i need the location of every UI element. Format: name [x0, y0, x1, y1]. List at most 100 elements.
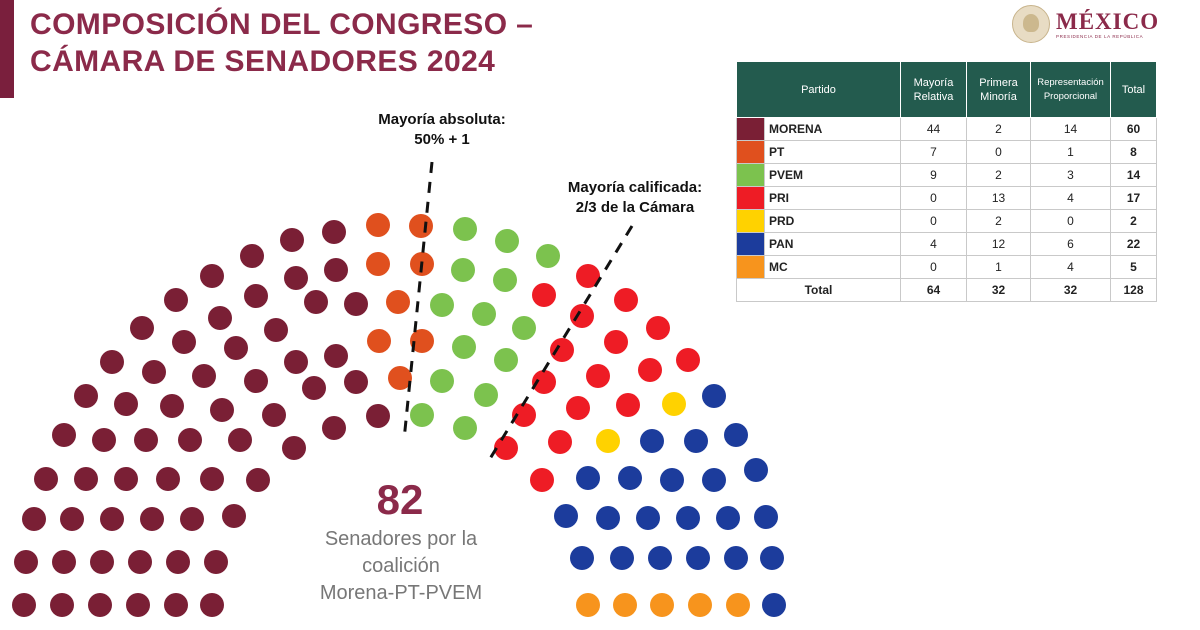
seat-morena: [322, 220, 346, 244]
header-relative-majority: Mayoría Relativa: [900, 61, 967, 118]
seat-morena: [12, 593, 36, 617]
seat-morena: [178, 428, 202, 452]
total-value: 22: [1110, 232, 1157, 256]
party-name: PRD: [764, 209, 901, 233]
header-total: Total: [1110, 61, 1157, 118]
seat-pan: [702, 468, 726, 492]
seat-pri: [550, 338, 574, 362]
seat-pan: [576, 466, 600, 490]
seat-morena: [100, 350, 124, 374]
seat-pan: [570, 546, 594, 570]
title-line-1: COMPOSICIÓN DEL CONGRESO –: [30, 8, 534, 41]
first-minority-value: 2: [966, 209, 1031, 233]
proportional-value: 6: [1030, 232, 1111, 256]
table-row: PAN 4 12 6 22: [736, 232, 1157, 256]
logo-subtext: Presidencia de la República: [1056, 33, 1144, 39]
total-value: 14: [1110, 163, 1157, 187]
seat-morena: [282, 436, 306, 460]
relative-majority-value: 0: [900, 209, 967, 233]
seat-morena: [14, 550, 38, 574]
seat-morena: [166, 550, 190, 574]
seat-morena: [92, 428, 116, 452]
relative-majority-value: 7: [900, 140, 967, 164]
seat-morena: [52, 550, 76, 574]
seat-morena: [160, 394, 184, 418]
seat-pvem: [495, 229, 519, 253]
seat-morena: [140, 507, 164, 531]
seat-pri: [586, 364, 610, 388]
seat-morena: [344, 370, 368, 394]
seat-mc: [726, 593, 750, 617]
party-color-swatch: [736, 163, 765, 187]
seat-morena: [344, 292, 368, 316]
seat-pan: [610, 546, 634, 570]
seat-morena: [130, 316, 154, 340]
seat-pan: [648, 546, 672, 570]
seat-morena: [324, 344, 348, 368]
total-value: 60: [1110, 117, 1157, 141]
seat-morena: [366, 404, 390, 428]
seat-pan: [684, 429, 708, 453]
seat-morena: [74, 467, 98, 491]
seat-morena: [172, 330, 196, 354]
first-minority-value: 2: [966, 163, 1031, 187]
coalition-label: Senadores por la coalición Morena-PT-PVE…: [319, 528, 483, 604]
table-row: PRD 0 2 0 2: [736, 209, 1157, 233]
coat-of-arms-icon: [1012, 5, 1050, 43]
seat-mc: [613, 593, 637, 617]
seat-morena: [210, 398, 234, 422]
proportional-value: 4: [1030, 186, 1111, 210]
seat-pvem: [451, 258, 475, 282]
first-minority-value: 12: [966, 232, 1031, 256]
hemicycle-chart: [12, 161, 786, 617]
table-row: PT 7 0 1 8: [736, 140, 1157, 164]
total-value: 8: [1110, 140, 1157, 164]
seat-morena: [228, 428, 252, 452]
seat-pvem: [453, 217, 477, 241]
proportional-value: 0: [1030, 209, 1111, 233]
seat-mc: [576, 593, 600, 617]
relative-majority-value: 9: [900, 163, 967, 187]
seat-pan: [636, 506, 660, 530]
header-first-minority: Primera Minoría: [966, 61, 1031, 118]
seat-pri: [576, 264, 600, 288]
first-minority-value: 0: [966, 140, 1031, 164]
seat-pri: [614, 288, 638, 312]
seat-morena: [244, 284, 268, 308]
seat-morena: [142, 360, 166, 384]
relative-majority-value: 0: [900, 255, 967, 279]
seat-morena: [156, 467, 180, 491]
seat-morena: [90, 550, 114, 574]
seat-morena: [200, 264, 224, 288]
seat-pt: [386, 290, 410, 314]
seats-group: [12, 213, 786, 617]
seat-pri: [616, 393, 640, 417]
seat-pt: [410, 329, 434, 353]
party-color-swatch: [736, 255, 765, 279]
seat-morena: [284, 350, 308, 374]
seat-pvem: [430, 369, 454, 393]
party-name: PRI: [764, 186, 901, 210]
relative-majority-value: 44: [900, 117, 967, 141]
party-name: PVEM: [764, 163, 901, 187]
seat-morena: [200, 467, 224, 491]
seat-morena: [208, 306, 232, 330]
seat-morena: [304, 290, 328, 314]
seat-morena: [60, 507, 84, 531]
seat-pan: [724, 423, 748, 447]
seat-pt: [409, 214, 433, 238]
proportional-value: 3: [1030, 163, 1111, 187]
seat-pri: [638, 358, 662, 382]
seat-morena: [180, 507, 204, 531]
first-minority-value: 2: [966, 117, 1031, 141]
seat-morena: [262, 403, 286, 427]
seat-pvem: [536, 244, 560, 268]
seat-pan: [618, 466, 642, 490]
absolute-majority-line: [402, 161, 434, 441]
seat-pan: [640, 429, 664, 453]
total-value: 2: [1110, 209, 1157, 233]
seat-morena: [200, 593, 224, 617]
absolute-majority-label: Mayoría absoluta: 50% + 1: [378, 111, 506, 148]
seat-pri: [604, 330, 628, 354]
accent-bar: [0, 0, 14, 98]
